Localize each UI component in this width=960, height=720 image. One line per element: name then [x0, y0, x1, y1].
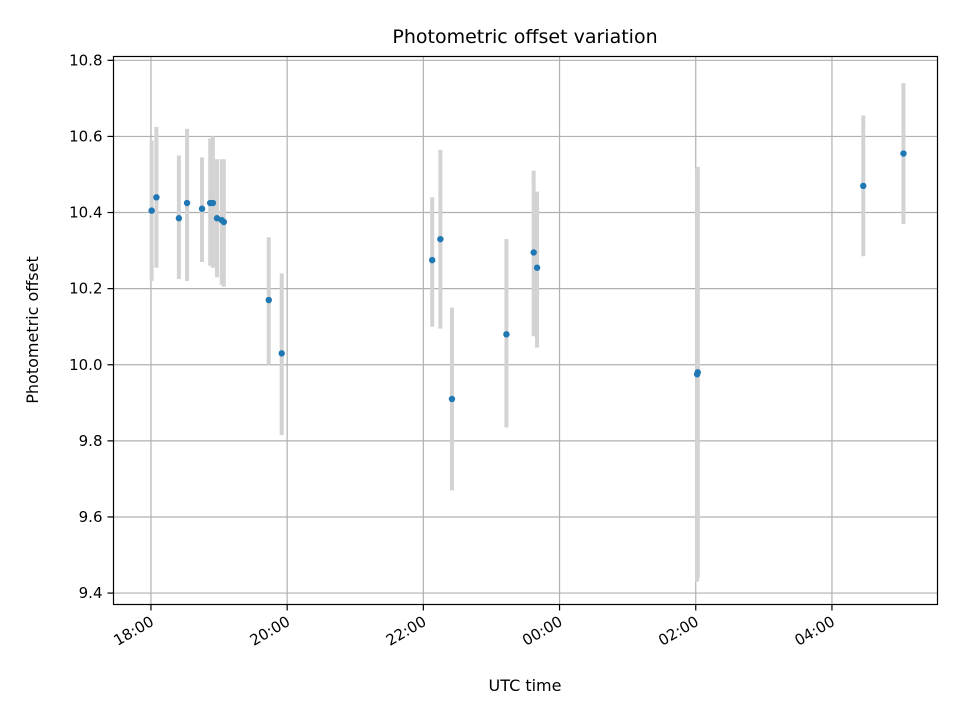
- x-axis-title: UTC time: [489, 676, 562, 695]
- y-tick-label: 9.6: [79, 508, 103, 526]
- data-point: [183, 199, 191, 207]
- chart-title: Photometric offset variation: [392, 26, 657, 48]
- data-point: [278, 350, 285, 357]
- data-point: [429, 256, 436, 264]
- data-point: [175, 215, 183, 222]
- data-point: [153, 194, 160, 201]
- y-tick-label: 9.8: [79, 432, 103, 450]
- data-point: [900, 150, 907, 157]
- data-point: [530, 249, 537, 256]
- data-point: [448, 395, 456, 403]
- y-tick-label: 10.2: [69, 280, 102, 298]
- data-point: [437, 235, 444, 243]
- y-tick-label: 10.0: [69, 356, 102, 374]
- data-point: [148, 207, 155, 214]
- y-tick-label: 9.4: [79, 584, 103, 602]
- y-tick-label: 10.8: [69, 51, 102, 69]
- data-point: [533, 264, 541, 271]
- data-point: [220, 218, 228, 226]
- data-point: [503, 331, 510, 338]
- y-tick-label: 10.6: [69, 127, 102, 145]
- y-tick-label: 10.4: [69, 204, 102, 222]
- y-axis: 9.4 9.6 9.8 10.0 10.2 10.4 10.6 10.8: [69, 51, 114, 602]
- data-point: [198, 205, 206, 212]
- y-axis-title: Photometric offset: [23, 256, 42, 404]
- data-point: [209, 199, 217, 207]
- plot-frame: [112, 55, 939, 606]
- data-point: [694, 369, 701, 376]
- data-points: [148, 150, 907, 403]
- data-point: [860, 182, 867, 190]
- data-point: [265, 296, 272, 304]
